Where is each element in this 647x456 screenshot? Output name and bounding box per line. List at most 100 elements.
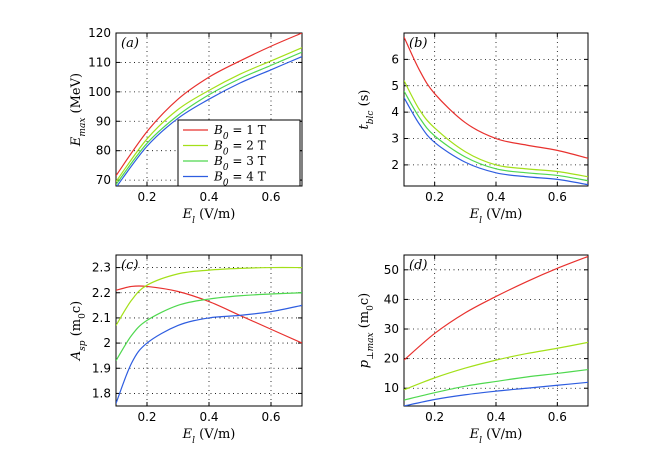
y-tick-label: 3 — [391, 132, 399, 146]
x-tick-label: 0.2 — [425, 410, 444, 424]
legend-value: = 4 T — [229, 170, 266, 184]
y-tick-label: 20 — [384, 352, 399, 366]
x-axis-label: El (V/m) — [469, 427, 523, 446]
y-tick-label: 5 — [391, 79, 399, 93]
series-lines — [404, 255, 588, 406]
legend-entry: B0 = 4 T — [183, 170, 266, 189]
y-tick-label: 120 — [88, 26, 111, 40]
legend-value: = 3 T — [229, 154, 266, 168]
series-line-2 — [404, 80, 588, 178]
y-axis-label: Asp (m0c) — [69, 301, 88, 361]
x-axis-label-subscript: l — [479, 436, 482, 446]
legend-symbol: B — [213, 123, 223, 137]
legend-value: = 1 T — [229, 123, 266, 137]
x-tick-label: 0.6 — [261, 190, 280, 204]
y-tick-label: 10 — [384, 381, 399, 395]
legend: B0 = 1 T B0 = 2 T B0 = 3 T B0 = 4 T — [177, 119, 301, 189]
y-tick-label: 30 — [384, 322, 399, 336]
y-axis-label-subscript: ⊥max — [366, 332, 376, 359]
panel-c: 0.2 0.4 0.6 1.8 1.9 2 2.1 2.2 2.3 (c) El (V/m) A… — [69, 254, 303, 446]
y-tick-label: 40 — [384, 292, 399, 306]
x-axis-label-symbol: E — [469, 427, 480, 442]
y-tick-label: 6 — [391, 52, 399, 66]
y-axis-label-units-subscript: 0 — [366, 305, 376, 311]
panel-a: 0.2 0.4 0.6 70 80 90 100 110 120 (a) El (V/m) Em… — [69, 26, 303, 226]
y-axis-label-symbol: p — [357, 359, 372, 368]
axis-ticks: 0.2 0.4 0.6 10 20 30 40 50 — [384, 255, 588, 424]
y-tick-label: 50 — [384, 263, 399, 277]
y-axis-label-symbol: E — [69, 136, 84, 147]
axis-ticks: 0.2 0.4 0.6 2 3 4 5 6 — [391, 33, 588, 204]
y-axis-label: tblc (s) — [357, 90, 376, 130]
x-axis-label-units: (V/m) — [482, 207, 522, 222]
y-axis-label-subscript: max — [78, 118, 88, 137]
series-line-3 — [116, 292, 302, 362]
x-axis-label-units: (V/m) — [195, 427, 235, 442]
x-axis-label-symbol: E — [182, 207, 193, 222]
y-axis-label-units-subscript: 0 — [78, 313, 88, 319]
series-line-3 — [404, 368, 588, 401]
y-tick-label: 80 — [96, 144, 111, 158]
panel-label: (b) — [409, 36, 427, 51]
legend-symbol: B — [213, 154, 223, 168]
y-tick-label: 1.9 — [92, 361, 111, 375]
series-line-3 — [404, 90, 588, 182]
series-line-1 — [116, 33, 302, 177]
series-line-2 — [404, 341, 588, 391]
axis-ticks: 0.2 0.4 0.6 70 80 90 100 110 120 — [88, 26, 302, 204]
y-axis-label-subscript: blc — [366, 111, 376, 125]
y-tick-label: 2.1 — [92, 311, 111, 325]
x-tick-label: 0.2 — [137, 190, 156, 204]
x-axis-label: El (V/m) — [182, 207, 236, 226]
series-line-2 — [116, 47, 302, 182]
y-axis-label: p⊥max (m0c) — [357, 293, 376, 368]
x-axis-label-symbol: E — [182, 427, 193, 442]
legend-entry: B0 = 2 T — [183, 139, 266, 158]
series-line-3 — [116, 51, 302, 185]
x-tick-label: 0.4 — [199, 410, 218, 424]
x-axis-label: El (V/m) — [469, 207, 523, 226]
legend-label: B0 = 2 T — [213, 139, 266, 158]
y-axis-label-units-end: c) — [69, 301, 84, 313]
x-tick-label: 0.6 — [548, 410, 567, 424]
x-axis-label-subscript: l — [479, 216, 482, 226]
panel-b: 0.2 0.4 0.6 2 3 4 5 6 (b) El (V/m) tblc (s) — [357, 32, 589, 226]
series-lines — [116, 266, 302, 404]
series-line-1 — [116, 285, 302, 344]
x-tick-label: 0.4 — [486, 410, 505, 424]
y-tick-label: 2.3 — [92, 261, 111, 275]
axis-ticks: 0.2 0.4 0.6 1.8 1.9 2 2.1 2.2 2.3 — [92, 255, 302, 424]
legend-symbol: B — [213, 139, 223, 153]
y-axis-label-units: (s) — [357, 90, 372, 111]
grid-lines — [404, 33, 588, 186]
series-line-1 — [404, 36, 588, 159]
y-axis-label: Emax (MeV) — [69, 73, 88, 147]
legend-entry: B0 = 3 T — [183, 154, 266, 173]
series-line-4 — [404, 97, 588, 186]
legend-label: B0 = 3 T — [213, 154, 266, 173]
x-tick-label: 0.2 — [425, 190, 444, 204]
x-tick-label: 0.2 — [137, 410, 156, 424]
series-line-4 — [116, 55, 302, 186]
x-tick-label: 0.6 — [548, 190, 567, 204]
y-tick-label: 2.2 — [92, 286, 111, 300]
x-tick-label: 0.4 — [199, 190, 218, 204]
grid-lines — [404, 255, 588, 406]
grid-lines — [116, 32, 302, 186]
legend-subscript: 0 — [223, 163, 229, 173]
y-axis-label-symbol: A — [69, 351, 84, 361]
x-tick-label: 0.4 — [486, 190, 505, 204]
y-axis-label-units-end: c) — [357, 293, 372, 305]
legend-entry: B0 = 1 T — [183, 123, 266, 142]
series-line-4 — [404, 381, 588, 406]
panel-d: 0.2 0.4 0.6 10 20 30 40 50 (d) El (V/m) p⊥max (… — [357, 254, 589, 446]
x-axis-label: El (V/m) — [182, 427, 236, 446]
legend-subscript: 0 — [223, 148, 229, 158]
series-lines — [404, 36, 588, 186]
y-axis-label-units: (MeV) — [69, 73, 84, 118]
x-axis-label-subscript: l — [192, 436, 195, 446]
y-tick-label: 100 — [88, 85, 111, 99]
series-line-2 — [116, 266, 302, 326]
x-axis-label-units: (V/m) — [482, 427, 522, 442]
